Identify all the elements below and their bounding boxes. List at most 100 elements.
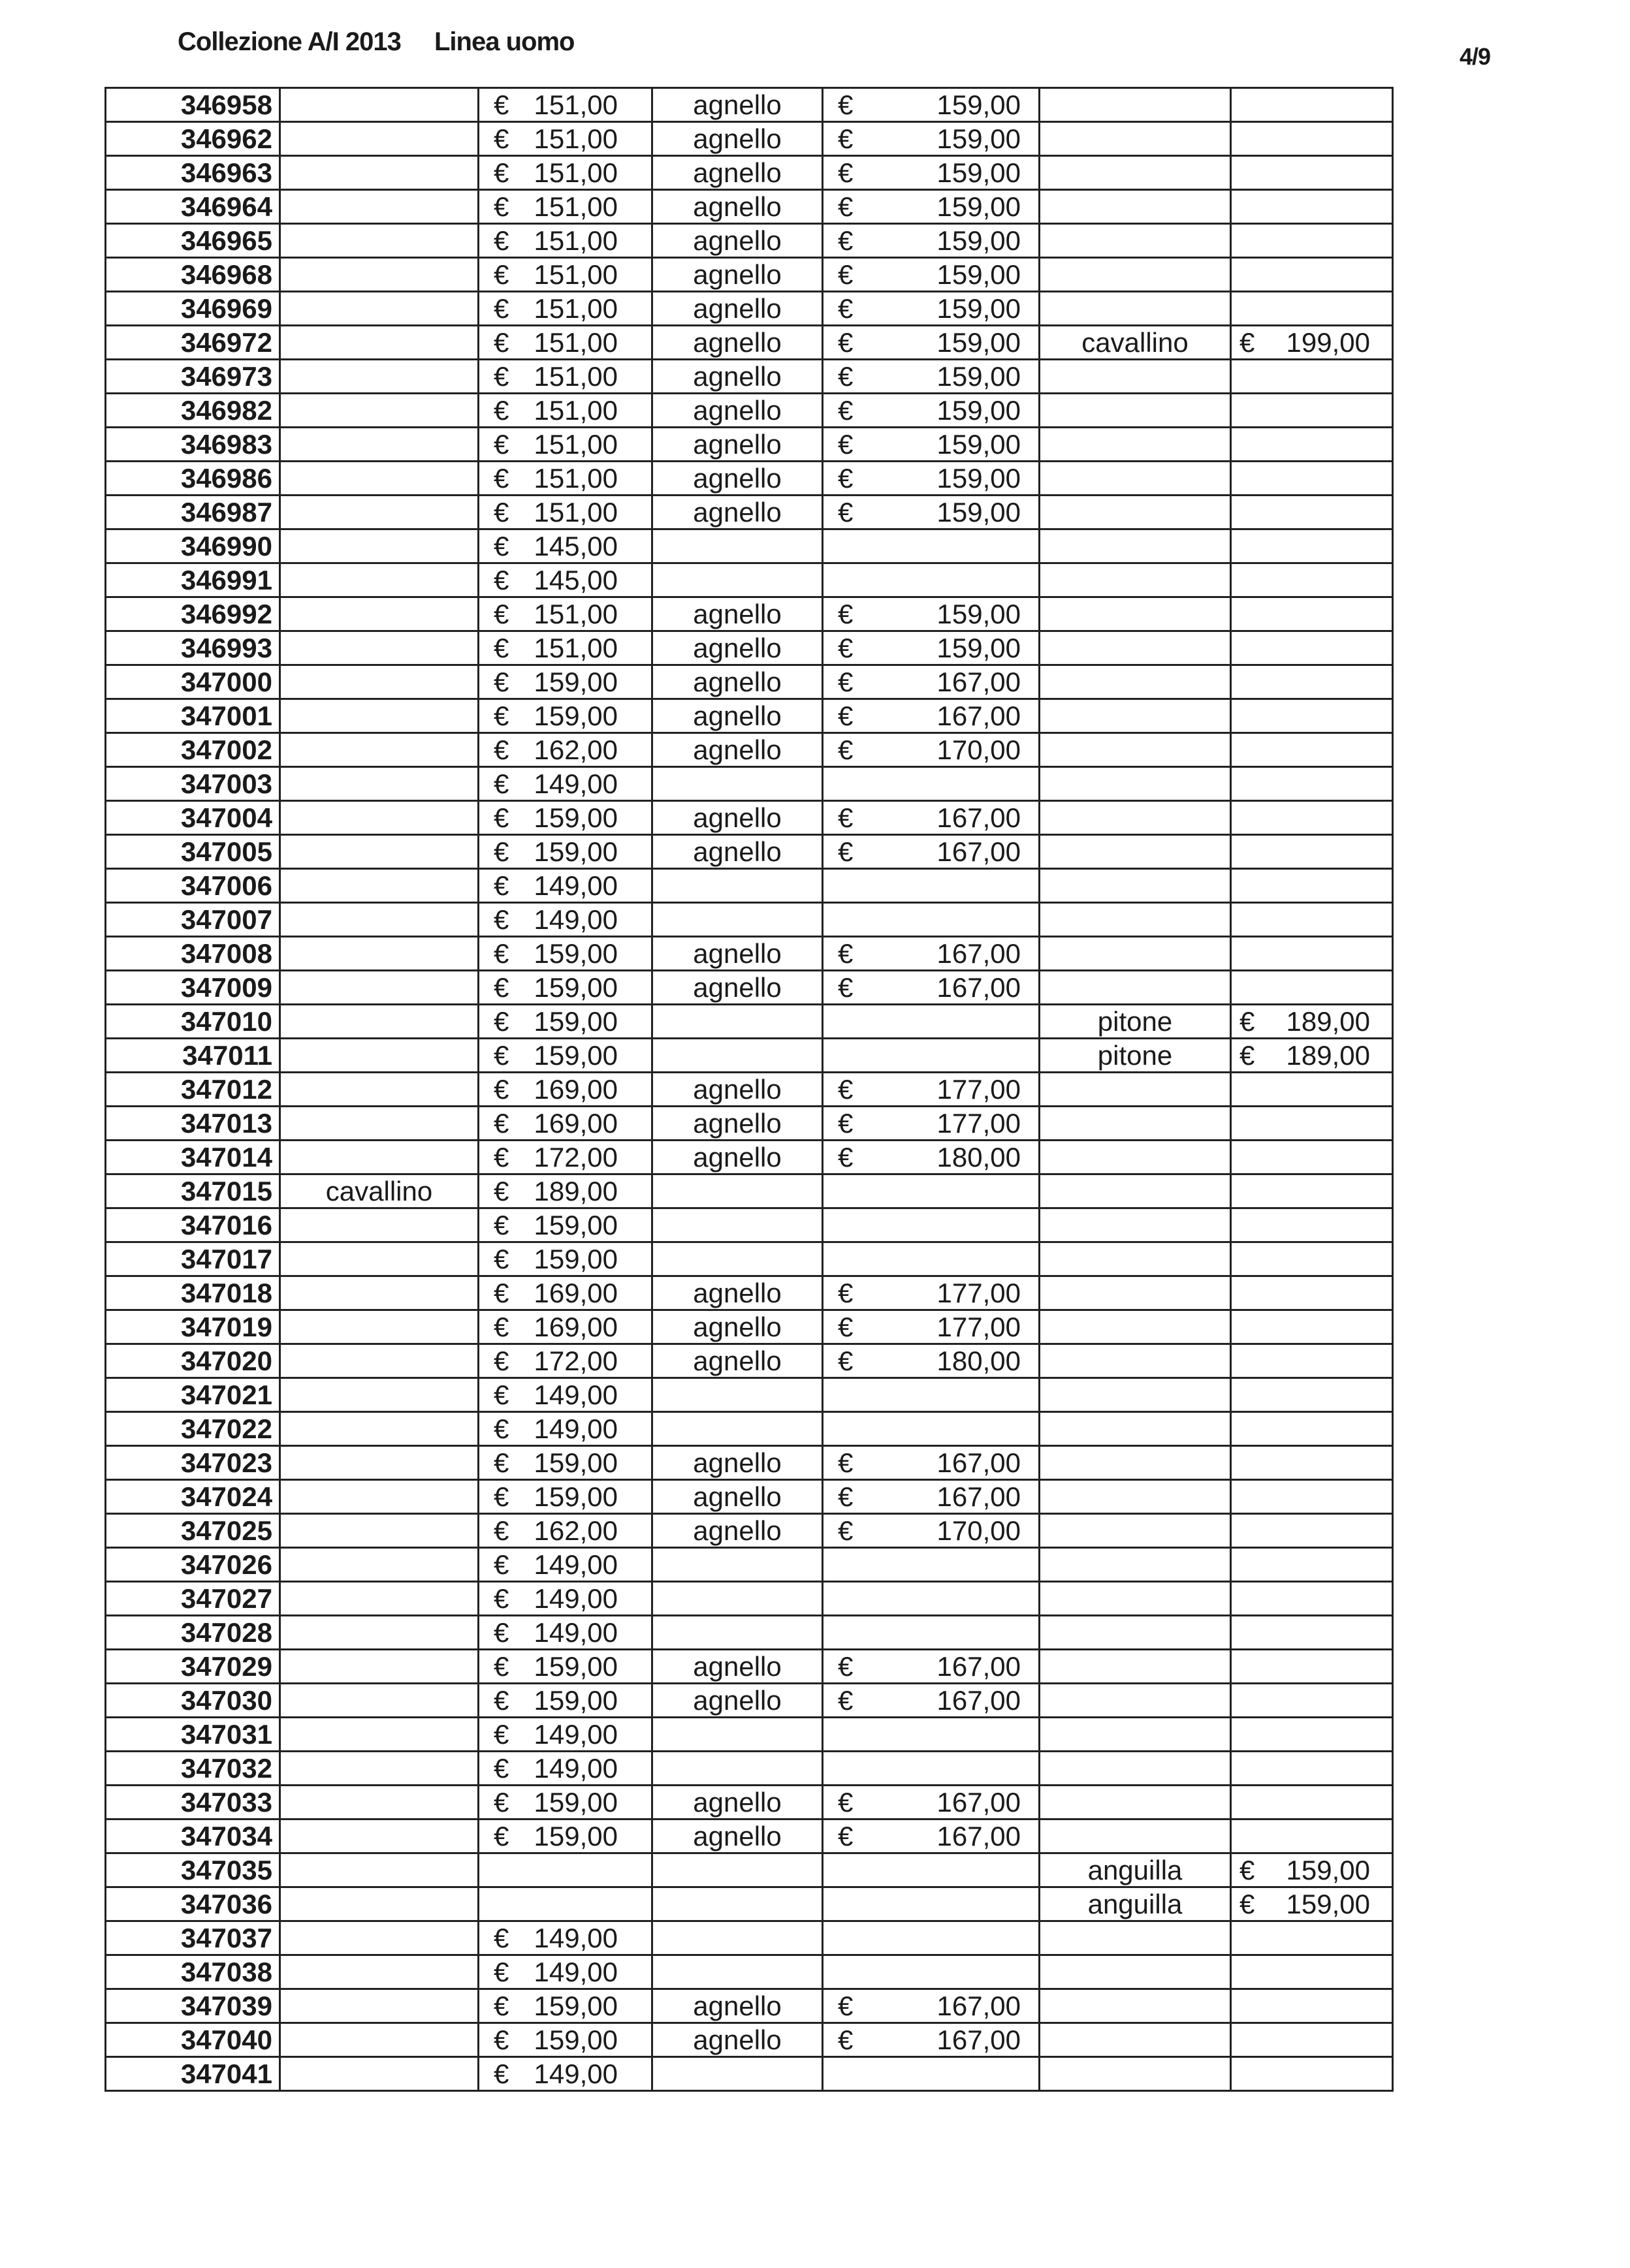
price-value: 159,00 (1286, 1855, 1370, 1885)
price-3-cell (1230, 1988, 1394, 2024)
material-1-cell (279, 2022, 479, 2058)
table-row: 347039 €159,00 agnello €167,00 (104, 1988, 1394, 2024)
price-1-cell: €149,00 (477, 1377, 653, 1413)
material-1-cell (279, 494, 479, 530)
material-1-cell (279, 1105, 479, 1141)
price-value: 149,00 (534, 2058, 618, 2089)
table-row: 346992 €151,00 agnello €159,00 (104, 596, 1394, 632)
euro-symbol: € (494, 802, 509, 833)
price-value: 177,00 (936, 1278, 1021, 1308)
euro-symbol: € (838, 1481, 854, 1512)
euro-symbol: € (494, 361, 509, 392)
price-value: 177,00 (936, 1312, 1021, 1342)
material-2-cell (651, 1207, 823, 1243)
euro-symbol: € (494, 1142, 509, 1173)
table-row: 347017 €159,00 (104, 1241, 1394, 1277)
material-1-cell (279, 1682, 479, 1718)
material-2-cell: agnello (651, 392, 823, 428)
material-1-cell (279, 155, 479, 191)
euro-symbol: € (494, 1413, 509, 1444)
euro-symbol: € (494, 1617, 509, 1648)
price-1-cell: €159,00 (477, 2022, 653, 2058)
price-value: 172,00 (534, 1142, 618, 1173)
price-1-cell: €149,00 (477, 1750, 653, 1786)
article-code-cell: 347003 (104, 766, 281, 802)
article-code-cell: 347020 (104, 1343, 281, 1379)
price-2-cell: €177,00 (822, 1309, 1040, 1345)
price-3-cell (1230, 460, 1394, 496)
price-2-cell (822, 1581, 1040, 1616)
euro-symbol: € (838, 1515, 854, 1546)
material-2-cell: agnello (651, 291, 823, 326)
material-1-cell (279, 1852, 479, 1888)
material-3-cell (1038, 1071, 1232, 1107)
material-3-cell (1038, 1988, 1232, 2024)
article-code-cell: 347035 (104, 1852, 281, 1888)
price-value: 180,00 (936, 1142, 1021, 1173)
article-code-cell: 347015 (104, 1173, 281, 1209)
price-1-cell: €149,00 (477, 1954, 653, 1990)
material-3-cell (1038, 1445, 1232, 1481)
material-2-cell: agnello (651, 460, 823, 496)
price-3-cell (1230, 1479, 1394, 1515)
price-value: 199,00 (1286, 327, 1370, 358)
article-code-cell: 347021 (104, 1377, 281, 1413)
material-1-cell (279, 664, 479, 700)
euro-symbol: € (494, 1447, 509, 1478)
euro-symbol: € (494, 1346, 509, 1376)
article-code-cell: 347025 (104, 1513, 281, 1549)
price-value: 149,00 (534, 1719, 618, 1750)
material-3-cell (1038, 121, 1232, 157)
article-code-cell: 346964 (104, 189, 281, 225)
article-code-cell: 347039 (104, 1988, 281, 2024)
euro-symbol: € (494, 1176, 509, 1206)
euro-symbol: € (838, 463, 854, 494)
price-1-cell: €159,00 (477, 834, 653, 870)
material-3-cell: anguilla (1038, 1886, 1232, 1922)
price-value: 159,00 (534, 1685, 618, 1716)
price-3-cell (1230, 936, 1394, 971)
price-value: 189,00 (1286, 1040, 1370, 1071)
price-1-cell: €159,00 (477, 664, 653, 700)
table-row: 347011 €159,00 pitone €189,00 (104, 1037, 1394, 1073)
material-2-cell: agnello (651, 969, 823, 1005)
price-2-cell (822, 766, 1040, 802)
euro-symbol: € (494, 497, 509, 528)
price-3-cell (1230, 1071, 1394, 1107)
price-value: 149,00 (534, 1753, 618, 1784)
price-1-cell: €151,00 (477, 223, 653, 259)
price-value: 151,00 (534, 599, 618, 629)
price-2-cell: €167,00 (822, 1784, 1040, 1820)
price-value: 159,00 (534, 667, 618, 697)
price-value: 149,00 (534, 1957, 618, 1987)
material-1-cell (279, 1445, 479, 1481)
price-1-cell (477, 1852, 653, 1888)
price-2-cell (822, 1716, 1040, 1752)
euro-symbol: € (838, 497, 854, 528)
material-3-cell (1038, 1784, 1232, 1820)
article-code-cell: 347009 (104, 969, 281, 1005)
price-value: 151,00 (534, 259, 618, 290)
price-value: 169,00 (534, 1312, 618, 1342)
material-2-cell: agnello (651, 494, 823, 530)
material-1-cell (279, 1139, 479, 1175)
price-table: 346958 €151,00 agnello €159,00 346962 €151,00… (104, 87, 1394, 2092)
table-row: 347008 €159,00 agnello €167,00 (104, 936, 1394, 971)
material-2-cell: agnello (651, 1105, 823, 1141)
table-row: 347003 €149,00 (104, 766, 1394, 802)
price-3-cell (1230, 596, 1394, 632)
price-value: 149,00 (534, 904, 618, 935)
price-2-cell: €167,00 (822, 1988, 1040, 2024)
price-value: 189,00 (534, 1176, 618, 1206)
material-2-cell: agnello (651, 936, 823, 971)
price-2-cell: €167,00 (822, 664, 1040, 700)
material-1-cell (279, 1275, 479, 1311)
euro-symbol: € (1239, 1855, 1255, 1885)
table-row: 346965 €151,00 agnello €159,00 (104, 223, 1394, 259)
price-value: 167,00 (936, 1481, 1021, 1512)
price-value: 159,00 (534, 972, 618, 1003)
price-1-cell: €151,00 (477, 257, 653, 292)
euro-symbol: € (838, 1447, 854, 1478)
material-1-cell (279, 1648, 479, 1684)
material-3-cell (1038, 936, 1232, 971)
